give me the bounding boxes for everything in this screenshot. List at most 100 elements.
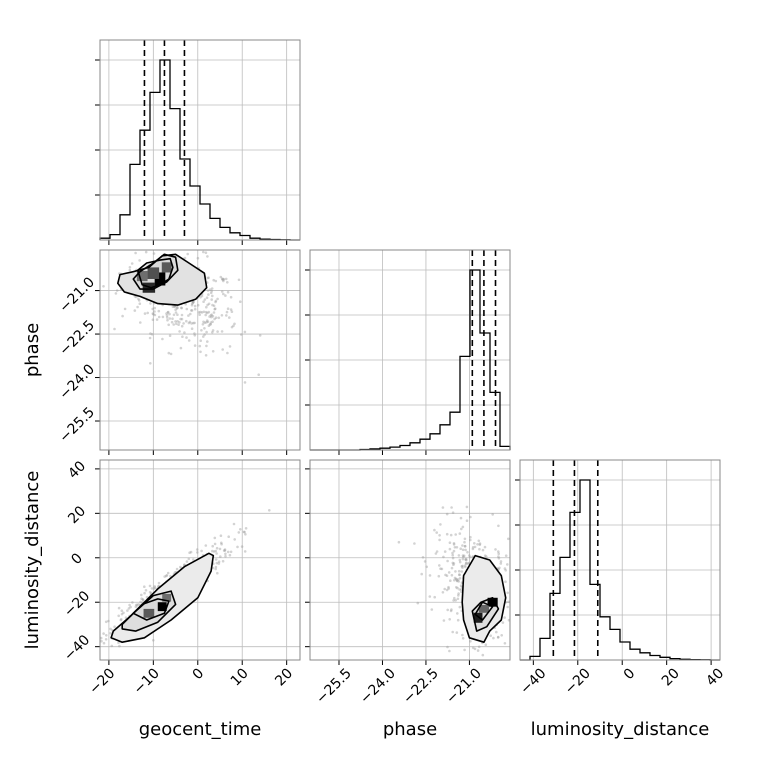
scatter-point	[207, 310, 211, 314]
scatter-point	[437, 574, 441, 578]
scatter-point	[141, 598, 145, 601]
scatter-point	[460, 588, 463, 591]
scatter-point	[211, 329, 215, 332]
panel-frame	[309, 459, 511, 661]
scatter-point	[456, 578, 460, 581]
x-tick-label: 40	[703, 666, 727, 690]
scatter-point	[135, 604, 139, 607]
scatter-point	[461, 566, 464, 569]
scatter-point	[193, 344, 197, 347]
scatter-point	[446, 608, 450, 612]
scatter-point	[166, 318, 169, 322]
scatter-point	[435, 531, 439, 534]
scatter-point	[268, 509, 271, 512]
scatter-point	[243, 550, 247, 553]
scatter-point	[185, 319, 188, 323]
scatter-point	[153, 586, 157, 589]
scatter-point	[169, 352, 173, 356]
scatter-point	[503, 642, 507, 645]
scatter-point	[203, 333, 206, 336]
scatter-point	[258, 334, 262, 337]
scatter-point	[469, 535, 472, 539]
scatter-point	[198, 313, 201, 317]
scatter-point	[100, 639, 103, 643]
scatter-point	[190, 309, 193, 312]
scatter-point	[178, 321, 181, 324]
scatter-point	[213, 536, 217, 540]
scatter-point	[455, 546, 459, 549]
scatter-point	[244, 533, 247, 536]
scatter-point	[496, 635, 500, 639]
scatter-point	[504, 554, 508, 557]
scatter-point	[187, 339, 191, 342]
x-tick-label: −22.5	[400, 666, 442, 708]
scatter-point	[176, 320, 179, 323]
scatter-point	[165, 312, 168, 315]
scatter-point	[205, 305, 208, 309]
scatter-point	[461, 554, 465, 557]
scatter-point	[130, 262, 134, 265]
scatter-point	[452, 599, 455, 602]
scatter-point	[171, 305, 175, 309]
hist2d-cell	[154, 272, 166, 286]
scatter-point	[134, 251, 137, 255]
scatter-point	[212, 550, 216, 553]
hist2d-cell	[161, 262, 172, 273]
y-ticks-luminosity-distance: −40 −20 0 20 40	[61, 458, 93, 664]
scatter-point	[453, 546, 457, 549]
scatter-point	[462, 555, 465, 559]
scatter-point	[199, 350, 202, 354]
scatter-point	[476, 543, 479, 546]
scatter-point	[192, 558, 195, 561]
scatter-point	[458, 577, 462, 580]
scatter-point	[463, 544, 467, 548]
scatter-point	[192, 300, 195, 304]
scatter-point	[459, 547, 463, 550]
scatter-point	[210, 287, 214, 290]
scatter-point	[477, 645, 481, 649]
scatter-point	[109, 631, 112, 635]
scatter-point	[174, 311, 178, 314]
scatter-point	[223, 549, 227, 552]
scatter-point	[458, 573, 461, 577]
scatter-point	[123, 307, 127, 311]
contour-line	[121, 590, 177, 632]
scatter-point	[107, 619, 110, 623]
scatter-point	[153, 306, 156, 310]
scatter-point	[136, 305, 139, 309]
scatter-point	[438, 538, 441, 542]
scatter-point	[200, 549, 203, 553]
scatter-point	[210, 298, 213, 301]
scatter-point	[206, 340, 209, 343]
scatter-point	[219, 534, 223, 537]
scatter-point	[139, 321, 142, 324]
x-tick-label: −40	[517, 666, 549, 698]
scatter-point	[464, 562, 468, 565]
scatter-point	[451, 511, 455, 514]
scatter-point	[459, 516, 463, 520]
scatter-point	[176, 313, 179, 317]
scatter-point	[481, 548, 485, 552]
scatter-point	[454, 533, 458, 536]
scatter-point	[450, 506, 453, 509]
scatter-point	[157, 581, 161, 585]
scatter-point	[229, 308, 233, 311]
x-tick-label: 10	[228, 666, 252, 690]
scatter-point	[205, 319, 209, 322]
scatter-point	[460, 570, 464, 573]
scatter-point	[506, 591, 510, 595]
scatter-point	[455, 579, 459, 583]
scatter-point	[196, 303, 200, 307]
y-tick-label: −24.0	[56, 361, 98, 403]
scatter-point	[491, 513, 495, 516]
scatter-point	[135, 603, 138, 607]
scatter-point	[137, 603, 140, 606]
contour-fill	[462, 555, 506, 643]
scatter-point	[220, 290, 224, 293]
scatter-point	[102, 632, 105, 635]
scatter-point	[463, 540, 466, 544]
scatter-point	[196, 256, 200, 260]
scatter-point	[242, 530, 246, 534]
scatter-point	[205, 296, 209, 300]
grid-2-2	[515, 460, 720, 665]
